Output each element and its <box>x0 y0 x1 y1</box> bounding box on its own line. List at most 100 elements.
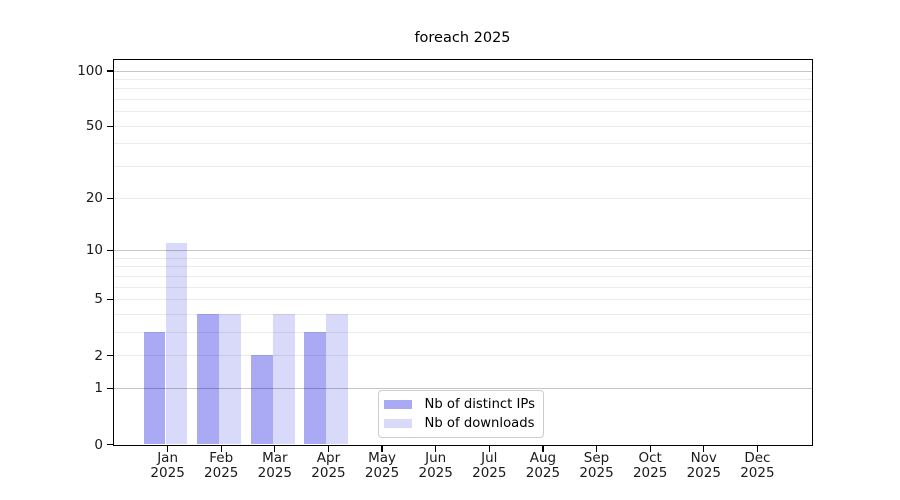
gridline-minor-20 <box>113 197 812 199</box>
x-tick-year-jan: 2025 <box>150 464 185 481</box>
gridline-minor-90 <box>113 78 812 80</box>
grid-layer <box>113 60 812 446</box>
x-tick-year-may: 2025 <box>364 464 400 481</box>
gridline-minor-5 <box>113 298 812 300</box>
x-tick-month-jan: Jan <box>157 450 179 466</box>
x-tick-mar <box>274 446 276 452</box>
x-tick-label-apr: Apr 2025 <box>296 451 360 480</box>
x-tick-month-mar: Mar <box>262 450 288 466</box>
chart-title: foreach 2025 <box>414 30 511 46</box>
x-tick-month-dec: Dec <box>744 450 771 466</box>
x-tick-month-sep: Sep <box>583 450 610 466</box>
gridline-minor-40 <box>113 143 812 145</box>
x-tick-year-jun: 2025 <box>418 464 453 481</box>
gridline-major-100 <box>113 70 812 72</box>
x-tick-label-jul: Jul 2025 <box>457 451 521 480</box>
y-tick-label-0: 0 <box>94 436 103 453</box>
bar-downloads-feb <box>219 313 242 444</box>
x-tick-label-oct: Oct 2025 <box>618 451 682 480</box>
x-tick-year-aug: 2025 <box>525 464 561 481</box>
gridline-minor-8 <box>113 266 812 268</box>
y-tick-5 <box>107 298 113 301</box>
gridline-minor-70 <box>113 99 812 101</box>
gridline-minor-50 <box>113 125 812 127</box>
x-tick-month-feb: Feb <box>209 450 234 466</box>
bar-downloads-apr <box>326 313 349 444</box>
x-tick-year-oct: 2025 <box>632 464 668 481</box>
x-tick-year-feb: 2025 <box>204 464 239 481</box>
x-tick-sep <box>595 446 598 452</box>
plot-area <box>112 58 813 446</box>
y-tick-label-2: 2 <box>94 347 103 364</box>
legend-label-distinct-ips: Nb of distinct IPs <box>424 397 536 412</box>
gridline-minor-7 <box>113 275 812 277</box>
x-tick-label-feb: Feb 2025 <box>189 451 253 480</box>
x-tick-aug <box>542 446 544 452</box>
y-tick-label-10: 10 <box>85 242 103 259</box>
x-tick-label-mar: Mar 2025 <box>243 451 307 480</box>
gridline-minor-6 <box>113 286 812 288</box>
x-tick-month-nov: Nov <box>690 450 717 466</box>
y-tick-label-20: 20 <box>85 190 103 207</box>
x-tick-oct <box>649 446 651 452</box>
x-tick-jul <box>488 446 490 452</box>
legend-swatch-distinct-ips <box>384 399 412 410</box>
x-tick-label-nov: Nov 2025 <box>672 451 736 480</box>
gridline-major-1 <box>113 387 812 389</box>
bar-downloads-jan <box>165 242 188 444</box>
y-tick-label-100: 100 <box>77 63 103 79</box>
y-tick-label-5: 5 <box>94 291 103 308</box>
x-tick-jun <box>435 446 437 452</box>
gridline-minor-4 <box>113 313 812 315</box>
x-tick-month-oct: Oct <box>638 450 662 466</box>
legend-item-downloads: Nb of downloads <box>384 414 535 433</box>
gridline-minor-9 <box>113 257 812 259</box>
y-tick-label-1: 1 <box>94 380 103 397</box>
x-tick-month-may: May <box>368 450 397 466</box>
x-tick-year-dec: 2025 <box>740 464 775 481</box>
y-tick-0 <box>107 443 113 446</box>
legend: Nb of distinct IPs Nb of downloads <box>378 390 544 438</box>
y-tick-50 <box>107 125 113 127</box>
gridline-minor-80 <box>113 88 812 90</box>
y-tick-10 <box>107 249 113 252</box>
y-tick-2 <box>107 354 113 357</box>
x-tick-label-dec: Dec 2025 <box>725 451 789 480</box>
x-tick-year-nov: 2025 <box>686 464 721 481</box>
x-tick-nov <box>703 446 705 452</box>
x-tick-month-apr: Apr <box>316 450 341 466</box>
y-tick-1 <box>107 387 113 389</box>
x-tick-year-apr: 2025 <box>311 464 346 481</box>
x-tick-dec <box>756 446 758 452</box>
gridline-minor-30 <box>113 166 812 168</box>
x-tick-month-jun: Jun <box>425 450 447 466</box>
x-tick-label-may: May 2025 <box>350 451 414 480</box>
gridline-major-10 <box>113 249 812 251</box>
x-tick-label-jun: Jun 2025 <box>404 451 468 480</box>
x-tick-apr <box>327 446 330 452</box>
gridline-minor-60 <box>113 111 812 113</box>
x-tick-label-aug: Aug 2025 <box>511 451 575 480</box>
y-tick-20 <box>107 197 113 199</box>
x-tick-label-sep: Sep 2025 <box>565 451 629 480</box>
x-tick-month-aug: Aug <box>529 450 557 466</box>
x-tick-jan <box>167 446 169 452</box>
x-tick-month-jul: Jul <box>481 450 498 466</box>
bar-downloads-mar <box>272 313 295 444</box>
x-tick-feb <box>220 446 222 452</box>
x-tick-may <box>381 446 383 452</box>
bar-distinct-ips-feb <box>197 313 220 444</box>
y-tick-label-50: 50 <box>85 118 103 135</box>
x-tick-year-sep: 2025 <box>579 464 614 481</box>
y-tick-100 <box>107 70 113 72</box>
x-tick-label-jan: Jan 2025 <box>136 451 200 480</box>
bar-distinct-ips-mar <box>250 355 273 444</box>
x-tick-year-mar: 2025 <box>257 464 293 481</box>
gridline-minor-2 <box>113 355 812 357</box>
legend-item-distinct-ips: Nb of distinct IPs <box>384 395 535 414</box>
gridline-minor-3 <box>113 331 812 333</box>
x-tick-year-jul: 2025 <box>472 464 507 481</box>
legend-label-downloads: Nb of downloads <box>424 416 535 431</box>
legend-swatch-downloads <box>384 418 412 429</box>
